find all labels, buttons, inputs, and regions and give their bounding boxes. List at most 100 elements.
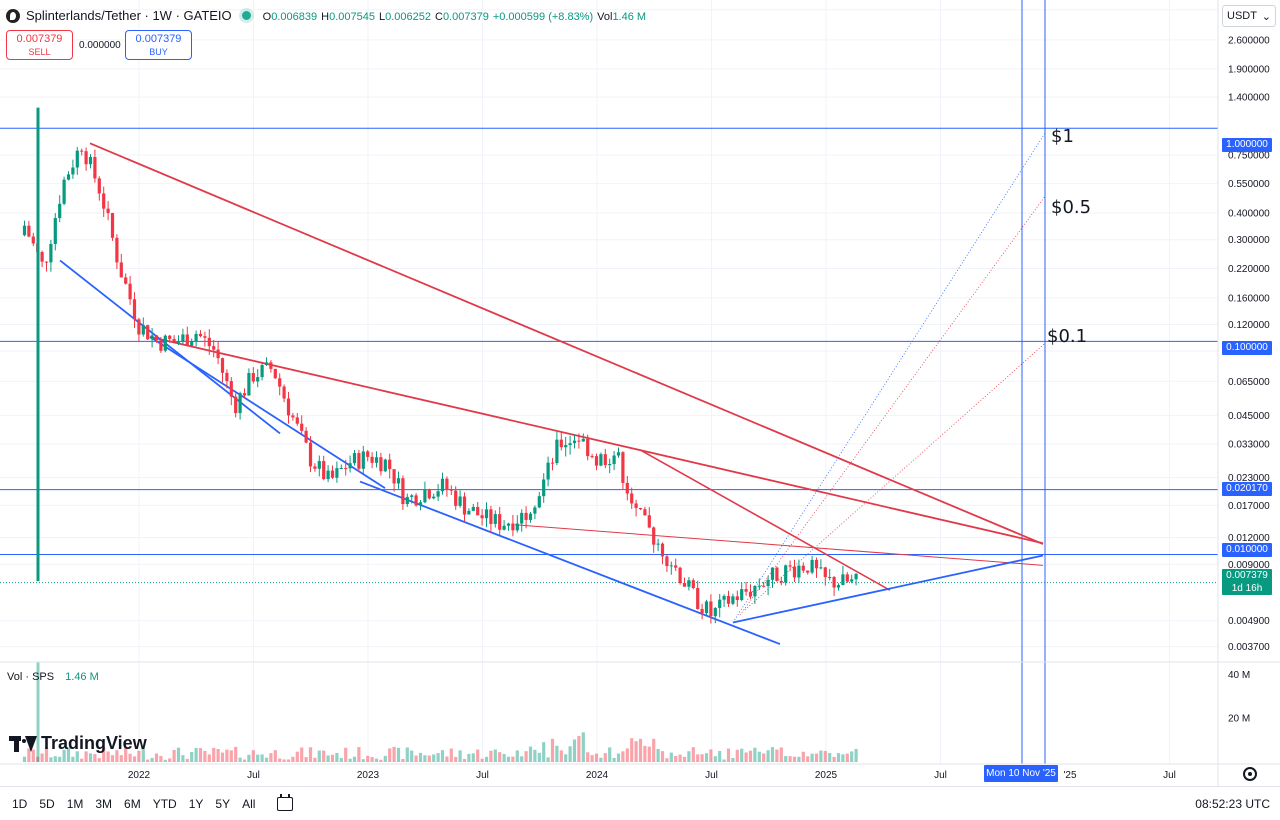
candle-body[interactable] xyxy=(753,586,757,597)
candle-body[interactable] xyxy=(643,509,647,516)
candle-body[interactable] xyxy=(854,573,858,580)
timeframe-button[interactable]: 5D xyxy=(39,796,55,811)
candle-body[interactable] xyxy=(410,495,414,497)
candle-body[interactable] xyxy=(212,346,216,350)
candle-body[interactable] xyxy=(251,373,255,382)
symbol-title[interactable]: Splinterlands/Tether · 1W · GATEIO xyxy=(26,8,232,23)
candle-body[interactable] xyxy=(731,596,735,604)
candle-body[interactable] xyxy=(392,469,396,484)
candle-body[interactable] xyxy=(819,567,823,569)
candle-body[interactable] xyxy=(141,325,145,335)
candle-body[interactable] xyxy=(146,325,150,340)
candle-body[interactable] xyxy=(542,479,546,497)
candle-body[interactable] xyxy=(480,515,484,519)
candle-body[interactable] xyxy=(836,585,841,588)
date-range-icon[interactable] xyxy=(277,793,294,811)
candle-body[interactable] xyxy=(801,565,805,571)
candle-body[interactable] xyxy=(669,565,673,567)
candle-body[interactable] xyxy=(511,523,515,531)
candle-body[interactable] xyxy=(828,576,832,578)
candle-body[interactable] xyxy=(71,167,75,175)
drawn-trendlines[interactable] xyxy=(59,132,1046,645)
candle-body[interactable] xyxy=(471,506,475,511)
candle-body[interactable] xyxy=(762,585,766,587)
candle-body[interactable] xyxy=(198,333,203,337)
candle-body[interactable] xyxy=(665,556,669,567)
candle-body[interactable] xyxy=(264,362,269,366)
timeframe-button[interactable]: 1M xyxy=(66,796,84,811)
candle-body[interactable] xyxy=(97,178,101,194)
projection-0.5-dollar[interactable] xyxy=(739,196,1046,616)
candle-body[interactable] xyxy=(194,333,198,342)
timeframe-button[interactable]: All xyxy=(242,796,256,811)
candle-body[interactable] xyxy=(317,461,321,469)
tradingview-logo[interactable]: TradingView xyxy=(9,733,147,754)
annotation-0.5-dollar[interactable]: $0.5 xyxy=(1051,197,1092,218)
candle-body[interactable] xyxy=(770,567,775,580)
projection-1-dollar[interactable] xyxy=(732,132,1046,623)
candle-body[interactable] xyxy=(590,456,594,458)
candle-body[interactable] xyxy=(330,470,335,478)
candle-body[interactable] xyxy=(850,579,854,582)
candle-body[interactable] xyxy=(476,506,480,516)
candle-body[interactable] xyxy=(137,319,141,335)
candles[interactable] xyxy=(22,107,858,624)
timeframe-button[interactable]: YTD xyxy=(152,796,177,811)
candle-body[interactable] xyxy=(630,493,634,504)
annotation-1-dollar[interactable]: $1 xyxy=(1051,126,1074,147)
candle-body[interactable] xyxy=(150,335,154,340)
candle-body[interactable] xyxy=(691,580,695,589)
candle-body[interactable] xyxy=(775,567,779,581)
candle-body[interactable] xyxy=(383,459,387,472)
trendline-red-thin[interactable] xyxy=(514,524,1044,566)
trendline-red-short[interactable] xyxy=(639,449,891,591)
candle-body[interactable] xyxy=(322,461,326,480)
candle-body[interactable] xyxy=(357,453,361,469)
candle-body[interactable] xyxy=(115,237,119,263)
candle-body[interactable] xyxy=(132,299,137,320)
candle-body[interactable] xyxy=(396,478,401,484)
candle-body[interactable] xyxy=(75,150,79,168)
candle-body[interactable] xyxy=(124,277,128,284)
candle-body[interactable] xyxy=(678,567,682,583)
candle-body[interactable] xyxy=(493,514,497,524)
candle-body[interactable] xyxy=(555,439,559,464)
candle-body[interactable] xyxy=(722,595,726,600)
trendline-red-long[interactable] xyxy=(89,142,1044,545)
trendline-blue-3[interactable] xyxy=(359,480,781,645)
candle-body[interactable] xyxy=(779,580,783,583)
candle-body[interactable] xyxy=(709,601,713,617)
candle-body[interactable] xyxy=(766,579,770,587)
candle-body[interactable] xyxy=(31,236,35,244)
timeframe-button[interactable]: 6M xyxy=(124,796,141,811)
candle-body[interactable] xyxy=(696,588,700,610)
candle-body[interactable] xyxy=(704,601,709,614)
candle-body[interactable] xyxy=(119,262,123,278)
candle-body[interactable] xyxy=(603,454,607,466)
candle-body[interactable] xyxy=(414,495,418,506)
candle-body[interactable] xyxy=(432,496,436,499)
candle-body[interactable] xyxy=(282,386,286,399)
candle-body[interactable] xyxy=(313,466,317,469)
candle-body[interactable] xyxy=(110,213,115,238)
candle-body[interactable] xyxy=(427,489,431,499)
candle-body[interactable] xyxy=(616,452,621,456)
candle-body[interactable] xyxy=(339,467,343,469)
candle-body[interactable] xyxy=(744,589,748,592)
candle-body[interactable] xyxy=(652,527,656,545)
candle-body[interactable] xyxy=(44,261,49,263)
candle-body[interactable] xyxy=(229,381,233,397)
candle-body[interactable] xyxy=(502,525,506,530)
candle-body[interactable] xyxy=(62,179,66,204)
candle-body[interactable] xyxy=(797,565,801,578)
candle-body[interactable] xyxy=(128,283,132,300)
candle-body[interactable] xyxy=(207,337,211,347)
candle-body[interactable] xyxy=(594,456,599,466)
candle-body[interactable] xyxy=(484,509,489,519)
candle-body[interactable] xyxy=(352,453,357,464)
candle-body[interactable] xyxy=(454,490,458,506)
candle-body[interactable] xyxy=(520,512,524,524)
candle-body[interactable] xyxy=(80,150,84,152)
